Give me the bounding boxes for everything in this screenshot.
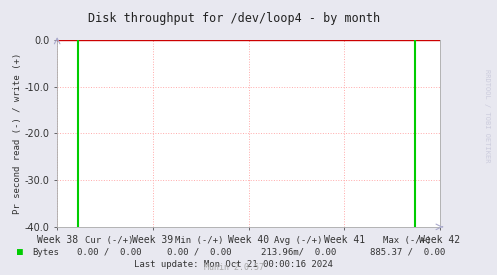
- Text: Bytes: Bytes: [32, 248, 59, 257]
- Y-axis label: Pr second read (-) / write (+): Pr second read (-) / write (+): [13, 53, 22, 214]
- Text: RRDTOOL / TOBI OETIKER: RRDTOOL / TOBI OETIKER: [484, 69, 490, 162]
- Text: Last update: Mon Oct 21 00:00:16 2024: Last update: Mon Oct 21 00:00:16 2024: [134, 260, 333, 269]
- Text: 0.00 /  0.00: 0.00 / 0.00: [77, 248, 142, 257]
- Text: 0.00 /  0.00: 0.00 / 0.00: [166, 248, 231, 257]
- Text: 213.96m/  0.00: 213.96m/ 0.00: [260, 248, 336, 257]
- Text: Max (-/+): Max (-/+): [383, 236, 432, 245]
- Text: Disk throughput for /dev/loop4 - by month: Disk throughput for /dev/loop4 - by mont…: [87, 12, 380, 25]
- Text: 885.37 /  0.00: 885.37 / 0.00: [370, 248, 445, 257]
- Text: Min (-/+): Min (-/+): [174, 236, 223, 245]
- Text: Cur (-/+): Cur (-/+): [85, 236, 134, 245]
- Text: ■: ■: [17, 247, 23, 257]
- Text: Avg (-/+): Avg (-/+): [274, 236, 323, 245]
- Text: Munin 2.0.57: Munin 2.0.57: [204, 263, 263, 272]
